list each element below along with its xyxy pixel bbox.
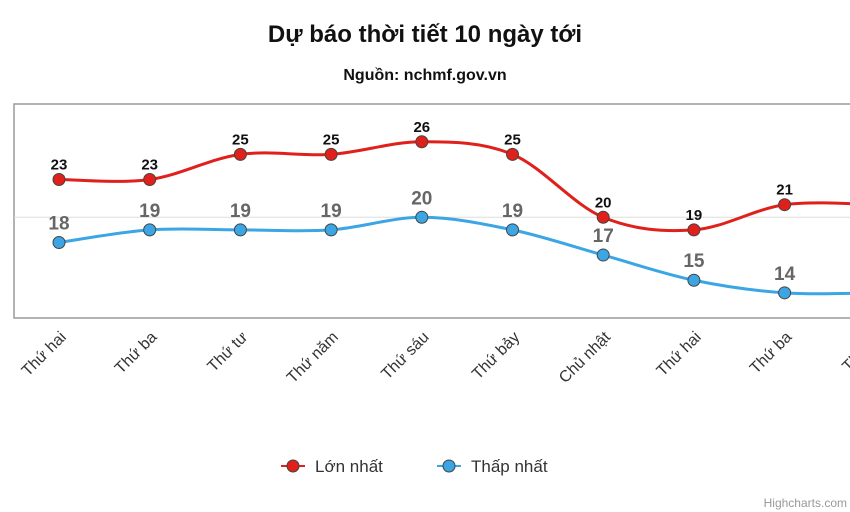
x-tick-label: Thứ bảy — [469, 329, 523, 383]
credits-text[interactable]: Highcharts.com — [764, 496, 847, 510]
min-data-label: 19 — [502, 201, 523, 222]
max-point[interactable] — [52, 173, 66, 187]
legend-min-label: Thấp nhất — [471, 457, 548, 476]
min-data-label: 20 — [411, 188, 432, 209]
x-tick-label: Thứ hai — [654, 329, 705, 380]
min-data-label: 19 — [139, 201, 160, 222]
chart-subtitle: Nguồn: nchmf.gov.vn — [343, 67, 506, 84]
legend-item-max[interactable]: Lớn nhất — [281, 457, 383, 476]
x-axis: Thứ hai Thứ ba Thứ tư Thứ năm Thứ sáu Thứ bảy… — [19, 328, 850, 386]
max-data-label: 23 — [51, 157, 68, 174]
x-tick-label: Thứ năm — [284, 329, 342, 387]
max-data-label: 25 — [323, 131, 340, 148]
legend-max-marker — [286, 459, 300, 473]
max-data-label: 23 — [141, 157, 158, 174]
max-point[interactable] — [778, 198, 792, 212]
max-data-label: 26 — [413, 119, 430, 136]
x-tick-label: Thứ tư — [839, 329, 850, 376]
max-point[interactable] — [596, 210, 610, 224]
max-point[interactable] — [233, 147, 247, 161]
legend-max-label: Lớn nhất — [315, 457, 383, 476]
legend-item-min[interactable]: Thấp nhất — [437, 457, 548, 476]
min-point[interactable] — [143, 223, 157, 237]
min-data-label: 19 — [230, 201, 251, 222]
min-data-label: 19 — [321, 201, 342, 222]
x-tick-label: Thứ hai — [19, 329, 70, 380]
legend-min-marker — [442, 459, 456, 473]
chart-title: Dự báo thời tiết 10 ngày tới — [268, 21, 582, 48]
max-point[interactable] — [143, 173, 157, 187]
x-tick-label: Thứ sáu — [378, 329, 432, 383]
min-point[interactable] — [233, 223, 247, 237]
max-data-label: 20 — [595, 194, 612, 211]
min-data-label: 18 — [48, 213, 69, 234]
min-point[interactable] — [596, 248, 610, 262]
max-point[interactable] — [415, 135, 429, 149]
max-point[interactable] — [506, 147, 519, 161]
max-data-label: 19 — [686, 207, 703, 224]
min-data-label: 17 — [593, 226, 614, 247]
min-point[interactable] — [778, 286, 792, 300]
x-tick-label: Thứ ba — [112, 329, 161, 378]
min-point[interactable] — [324, 223, 338, 237]
max-data-label: 25 — [232, 131, 249, 148]
legend: Lớn nhất Thấp nhất — [281, 457, 548, 476]
x-tick-label: Thứ tư — [205, 329, 252, 376]
min-data-label: 15 — [683, 251, 705, 272]
series-layer: 23 23 25 25 26 25 20 19 21 18 19 19 19 20 19 17 15 14 — [48, 119, 850, 300]
min-data-label: 14 — [774, 264, 796, 285]
x-tick-label: Chủ nhật — [556, 328, 614, 386]
max-data-label: 21 — [776, 182, 793, 199]
min-point[interactable] — [687, 273, 701, 287]
x-tick-label: Thứ ba — [747, 329, 796, 378]
max-point[interactable] — [687, 223, 701, 237]
max-point[interactable] — [324, 147, 338, 161]
min-point[interactable] — [506, 223, 519, 237]
min-point[interactable] — [52, 235, 66, 249]
min-point[interactable] — [415, 210, 429, 224]
max-data-label: 25 — [504, 131, 521, 148]
